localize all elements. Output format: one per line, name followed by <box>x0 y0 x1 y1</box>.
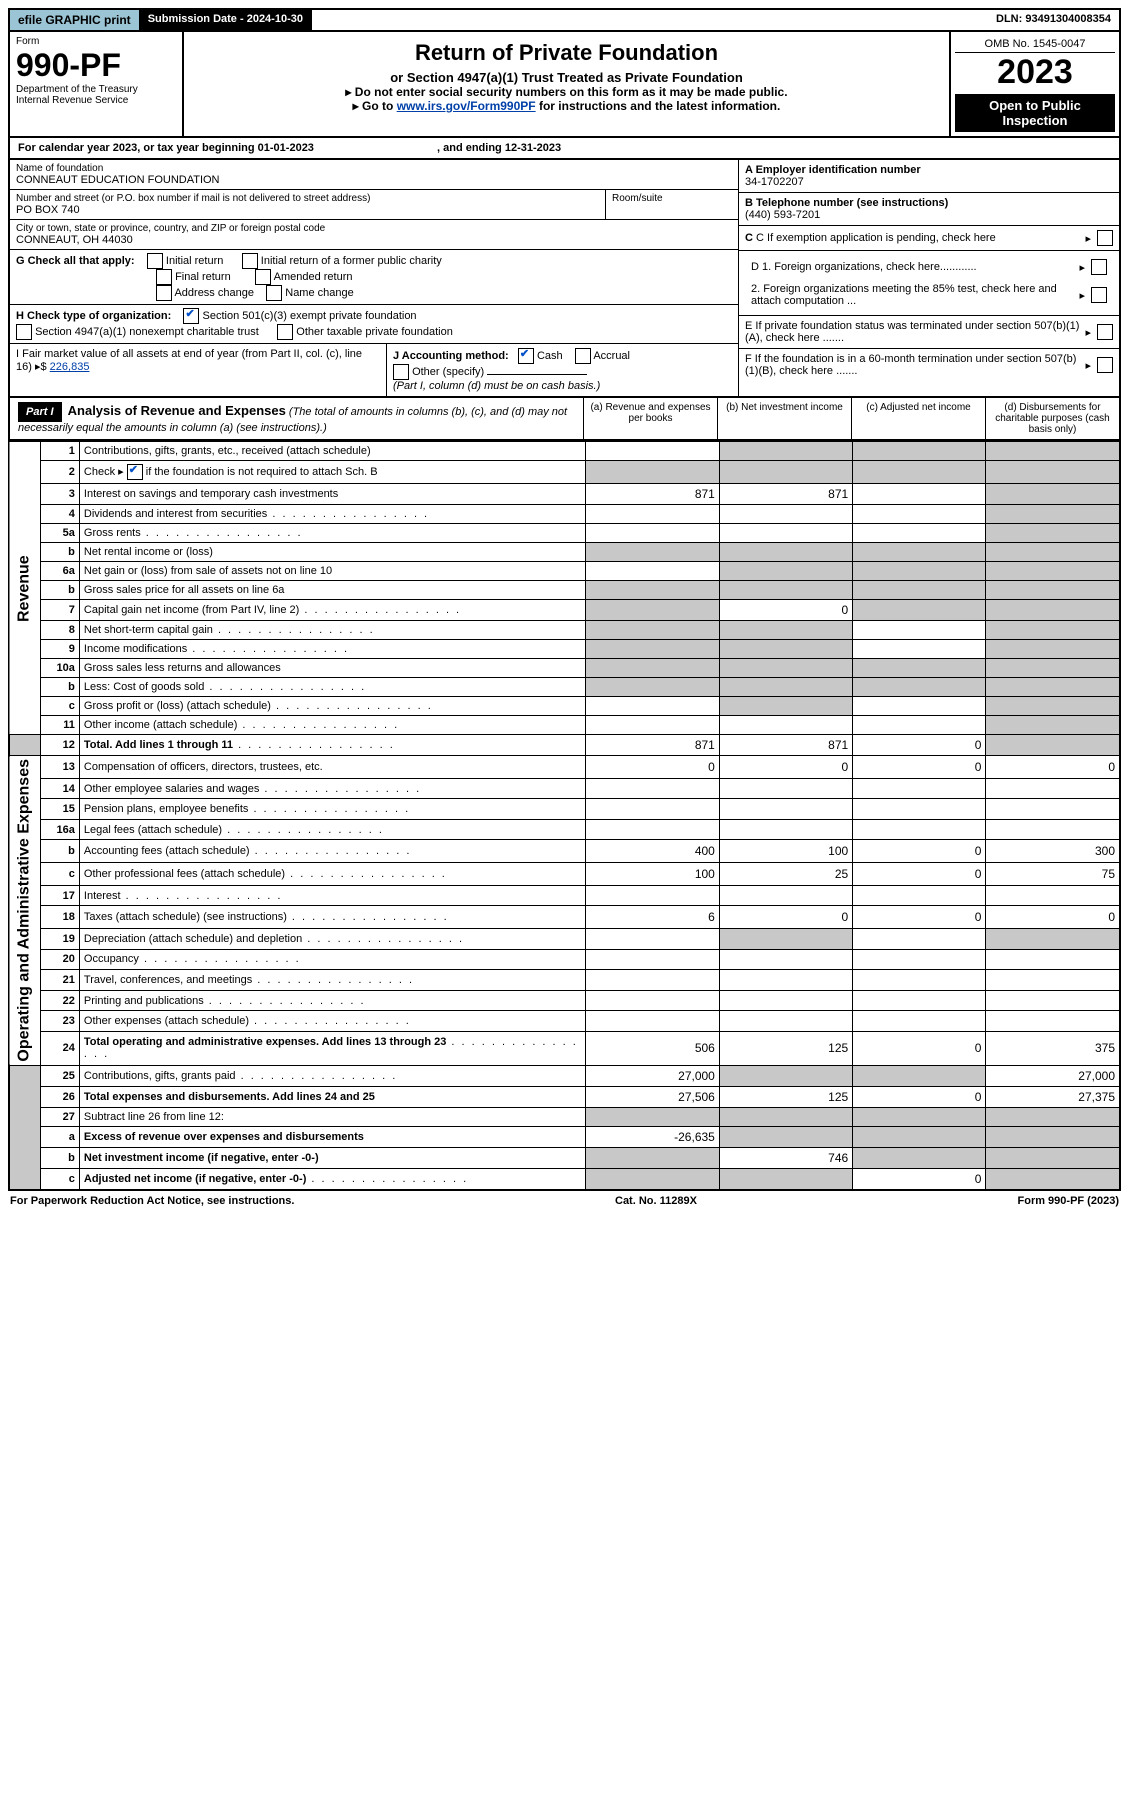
col-b-header: (b) Net investment income <box>717 398 851 439</box>
form-instructions-link[interactable]: www.irs.gov/Form990PF <box>397 99 536 113</box>
accrual-checkbox[interactable] <box>575 348 591 364</box>
revenue-side-label: Revenue <box>9 442 40 735</box>
instr-ssn: Do not enter social security numbers on … <box>192 85 941 99</box>
initial-return-checkbox[interactable] <box>147 253 163 269</box>
d1-label: D 1. Foreign organizations, check here..… <box>751 261 977 273</box>
initial-former-checkbox[interactable] <box>242 253 258 269</box>
4947-checkbox[interactable] <box>16 324 32 340</box>
j-note: (Part I, column (d) must be on cash basi… <box>393 380 600 392</box>
paperwork-notice: For Paperwork Reduction Act Notice, see … <box>10 1195 294 1207</box>
efile-button[interactable]: efile GRAPHIC print <box>10 10 140 30</box>
entity-info: Name of foundation CONNEAUT EDUCATION FO… <box>8 160 1121 398</box>
fmv-arrow: ▸$ <box>35 361 47 373</box>
irs-label: Internal Revenue Service <box>16 95 176 106</box>
ein-label: A Employer identification number <box>745 164 921 176</box>
part1-badge: Part I <box>18 402 62 422</box>
top-bar: efile GRAPHIC print Submission Date - 20… <box>8 8 1121 32</box>
e-label: E If private foundation status was termi… <box>745 320 1085 344</box>
e-checkbox[interactable] <box>1097 324 1113 340</box>
city-label: City or town, state or province, country… <box>16 223 732 234</box>
501c3-checkbox[interactable] <box>183 308 199 324</box>
amended-return-checkbox[interactable] <box>255 269 271 285</box>
part1-header: Part I Analysis of Revenue and Expenses … <box>8 398 1121 441</box>
foundation-name: CONNEAUT EDUCATION FOUNDATION <box>16 174 732 186</box>
h-label: H Check type of organization: <box>16 310 171 322</box>
c-label: C If exemption application is pending, c… <box>756 232 996 244</box>
f-checkbox[interactable] <box>1097 357 1113 373</box>
form-title: Return of Private Foundation <box>192 40 941 66</box>
other-method-checkbox[interactable] <box>393 364 409 380</box>
expenses-side-label: Operating and Administrative Expenses <box>9 756 40 1066</box>
col-d-header: (d) Disbursements for charitable purpose… <box>985 398 1119 439</box>
dln-number: DLN: 93491304008354 <box>988 10 1119 30</box>
col-a-header: (a) Revenue and expenses per books <box>583 398 717 439</box>
form-word: Form <box>16 36 176 47</box>
omb-number: OMB No. 1545-0047 <box>955 36 1115 53</box>
phone-label: B Telephone number (see instructions) <box>745 197 948 209</box>
city-state-zip: CONNEAUT, OH 44030 <box>16 234 732 246</box>
cash-checkbox[interactable] <box>518 348 534 364</box>
form-header: Form 990-PF Department of the Treasury I… <box>8 32 1121 138</box>
page-footer: For Paperwork Reduction Act Notice, see … <box>8 1191 1121 1211</box>
name-change-checkbox[interactable] <box>266 285 282 301</box>
other-taxable-checkbox[interactable] <box>277 324 293 340</box>
schB-checkbox[interactable] <box>127 464 143 480</box>
submission-date: Submission Date - 2024-10-30 <box>140 10 312 30</box>
final-return-checkbox[interactable] <box>156 269 172 285</box>
address: PO BOX 740 <box>16 204 599 216</box>
address-change-checkbox[interactable] <box>156 285 172 301</box>
cat-no: Cat. No. 11289X <box>615 1195 697 1207</box>
dept-treasury: Department of the Treasury <box>16 84 176 95</box>
open-public-badge: Open to Public Inspection <box>955 94 1115 132</box>
c-checkbox[interactable] <box>1097 230 1113 246</box>
d2-label: 2. Foreign organizations meeting the 85%… <box>751 283 1079 307</box>
col-c-header: (c) Adjusted net income <box>851 398 985 439</box>
f-label: F If the foundation is in a 60-month ter… <box>745 353 1085 377</box>
form-subtitle: or Section 4947(a)(1) Trust Treated as P… <box>192 70 941 85</box>
form-number: 990-PF <box>16 47 176 84</box>
d1-checkbox[interactable] <box>1091 259 1107 275</box>
phone-value: (440) 593-7201 <box>745 209 820 221</box>
fmv-value[interactable]: 226,835 <box>50 361 90 373</box>
g-label: G Check all that apply: <box>16 255 135 267</box>
instr-goto-pre: Go to <box>353 99 397 113</box>
part1-table: Revenue 1Contributions, gifts, grants, e… <box>8 441 1121 1191</box>
name-label: Name of foundation <box>16 163 732 174</box>
calendar-year-row: For calendar year 2023, or tax year begi… <box>8 138 1121 160</box>
form-footer: Form 990-PF (2023) <box>1018 1195 1119 1207</box>
instr-goto-post: for instructions and the latest informat… <box>539 99 780 113</box>
ein-value: 34-1702207 <box>745 176 804 188</box>
part1-title: Analysis of Revenue and Expenses <box>68 403 286 418</box>
j-label: J Accounting method: <box>393 350 509 362</box>
tax-year: 2023 <box>955 53 1115 92</box>
addr-label: Number and street (or P.O. box number if… <box>16 193 599 204</box>
d2-checkbox[interactable] <box>1091 287 1107 303</box>
room-suite-label: Room/suite <box>605 190 738 219</box>
